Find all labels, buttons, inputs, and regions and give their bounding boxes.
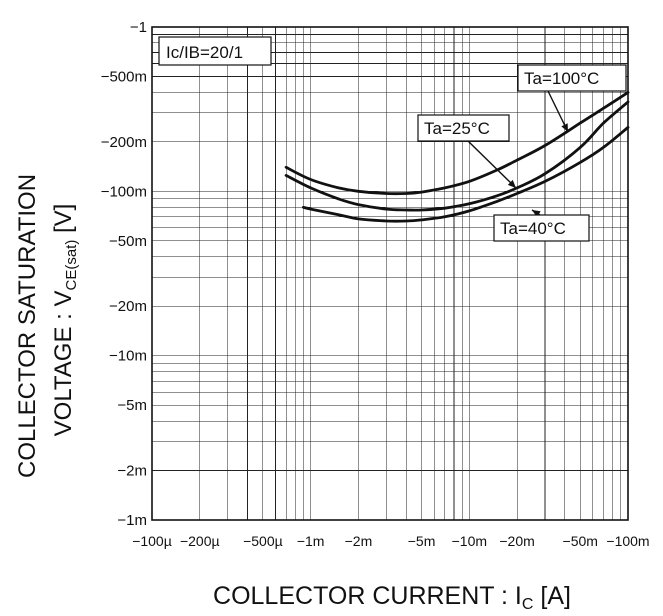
x-tick-label: −1m bbox=[297, 533, 325, 549]
annotation-leader bbox=[467, 140, 517, 189]
annotation-ta100: Ta=100°C bbox=[524, 69, 599, 88]
x-tick-labels: −100µ −200µ −500µ −1m −2m −5m −10m −20m −50m −100… bbox=[132, 533, 649, 549]
series-line-ta40 bbox=[284, 91, 630, 196]
x-axis-label-sub: C bbox=[522, 596, 534, 613]
y-tick-label: −20m bbox=[109, 298, 147, 315]
x-tick-label: −100µ bbox=[132, 533, 172, 549]
y-tick-labels: −1 −500m −200m −100m −50m −20m −10m −5m −2m −1m bbox=[101, 19, 147, 529]
annotations: Ta=100°C Ta=25°C Ta=40°C bbox=[417, 64, 627, 242]
y-tick-label: −500m bbox=[101, 68, 147, 85]
x-axis-label-main: COLLECTOR CURRENT : I bbox=[213, 582, 522, 610]
y-axis-label-line1: COLLECTOR SATURATION bbox=[14, 174, 41, 478]
y-tick-label: −1m bbox=[117, 512, 147, 529]
y-axis-label-line2-main: VOLTAGE : V bbox=[50, 291, 77, 437]
annotation-ta25: Ta=25°C bbox=[424, 119, 490, 138]
annotation-arrowhead bbox=[532, 210, 541, 218]
series-line-ta25 bbox=[284, 100, 630, 212]
grid bbox=[152, 27, 628, 520]
plot-frame bbox=[151, 26, 629, 521]
y-tick-label: −100m bbox=[101, 183, 147, 200]
x-axis-label-unit: [A] bbox=[533, 582, 571, 610]
y-tick-label: −200m bbox=[101, 134, 147, 151]
y-tick-label: −10m bbox=[109, 348, 147, 365]
x-tick-label: −500µ bbox=[243, 533, 283, 549]
x-tick-label: −5m bbox=[408, 533, 436, 549]
x-tick-label: −2m bbox=[345, 533, 373, 549]
y-axis-label-line2: VOLTAGE : VCE(sat) [V] bbox=[50, 204, 80, 437]
y-tick-label: −5m bbox=[117, 397, 147, 414]
series-line-ta100 bbox=[302, 126, 630, 223]
annotation-ta40-box bbox=[493, 214, 590, 242]
x-tick-label: −20m bbox=[499, 533, 534, 549]
y-tick-label: −2m bbox=[117, 463, 147, 480]
annotation-ta40: Ta=40°C bbox=[500, 219, 566, 238]
x-tick-label: −50m bbox=[563, 533, 598, 549]
annotation-arrowhead bbox=[507, 179, 516, 188]
y-axis-label-2: VOLTAGE : VCE(sat) [V] bbox=[50, 204, 80, 437]
series-curves bbox=[284, 91, 630, 223]
x-tick-label: −100m bbox=[606, 533, 649, 549]
annotation-ta100-box bbox=[517, 64, 627, 92]
annotation-ta25-box bbox=[417, 114, 510, 142]
y-axis-label-line2-sub: CE(sat) bbox=[63, 240, 80, 291]
x-tick-label: −200µ bbox=[180, 533, 220, 549]
y-axis-label: COLLECTOR SATURATION bbox=[14, 174, 41, 478]
x-axis-label: COLLECTOR CURRENT : IC [A] bbox=[213, 582, 571, 613]
y-axis-label-line2-unit: [V] bbox=[50, 204, 77, 240]
condition-label: Ic/IB=20/1 bbox=[166, 43, 243, 62]
condition-label-box bbox=[158, 36, 272, 66]
y-tick-label: −1 bbox=[130, 19, 147, 36]
y-tick-label: −50m bbox=[109, 233, 147, 250]
x-tick-label: −10m bbox=[452, 533, 487, 549]
annotation-arrowhead bbox=[561, 123, 568, 132]
